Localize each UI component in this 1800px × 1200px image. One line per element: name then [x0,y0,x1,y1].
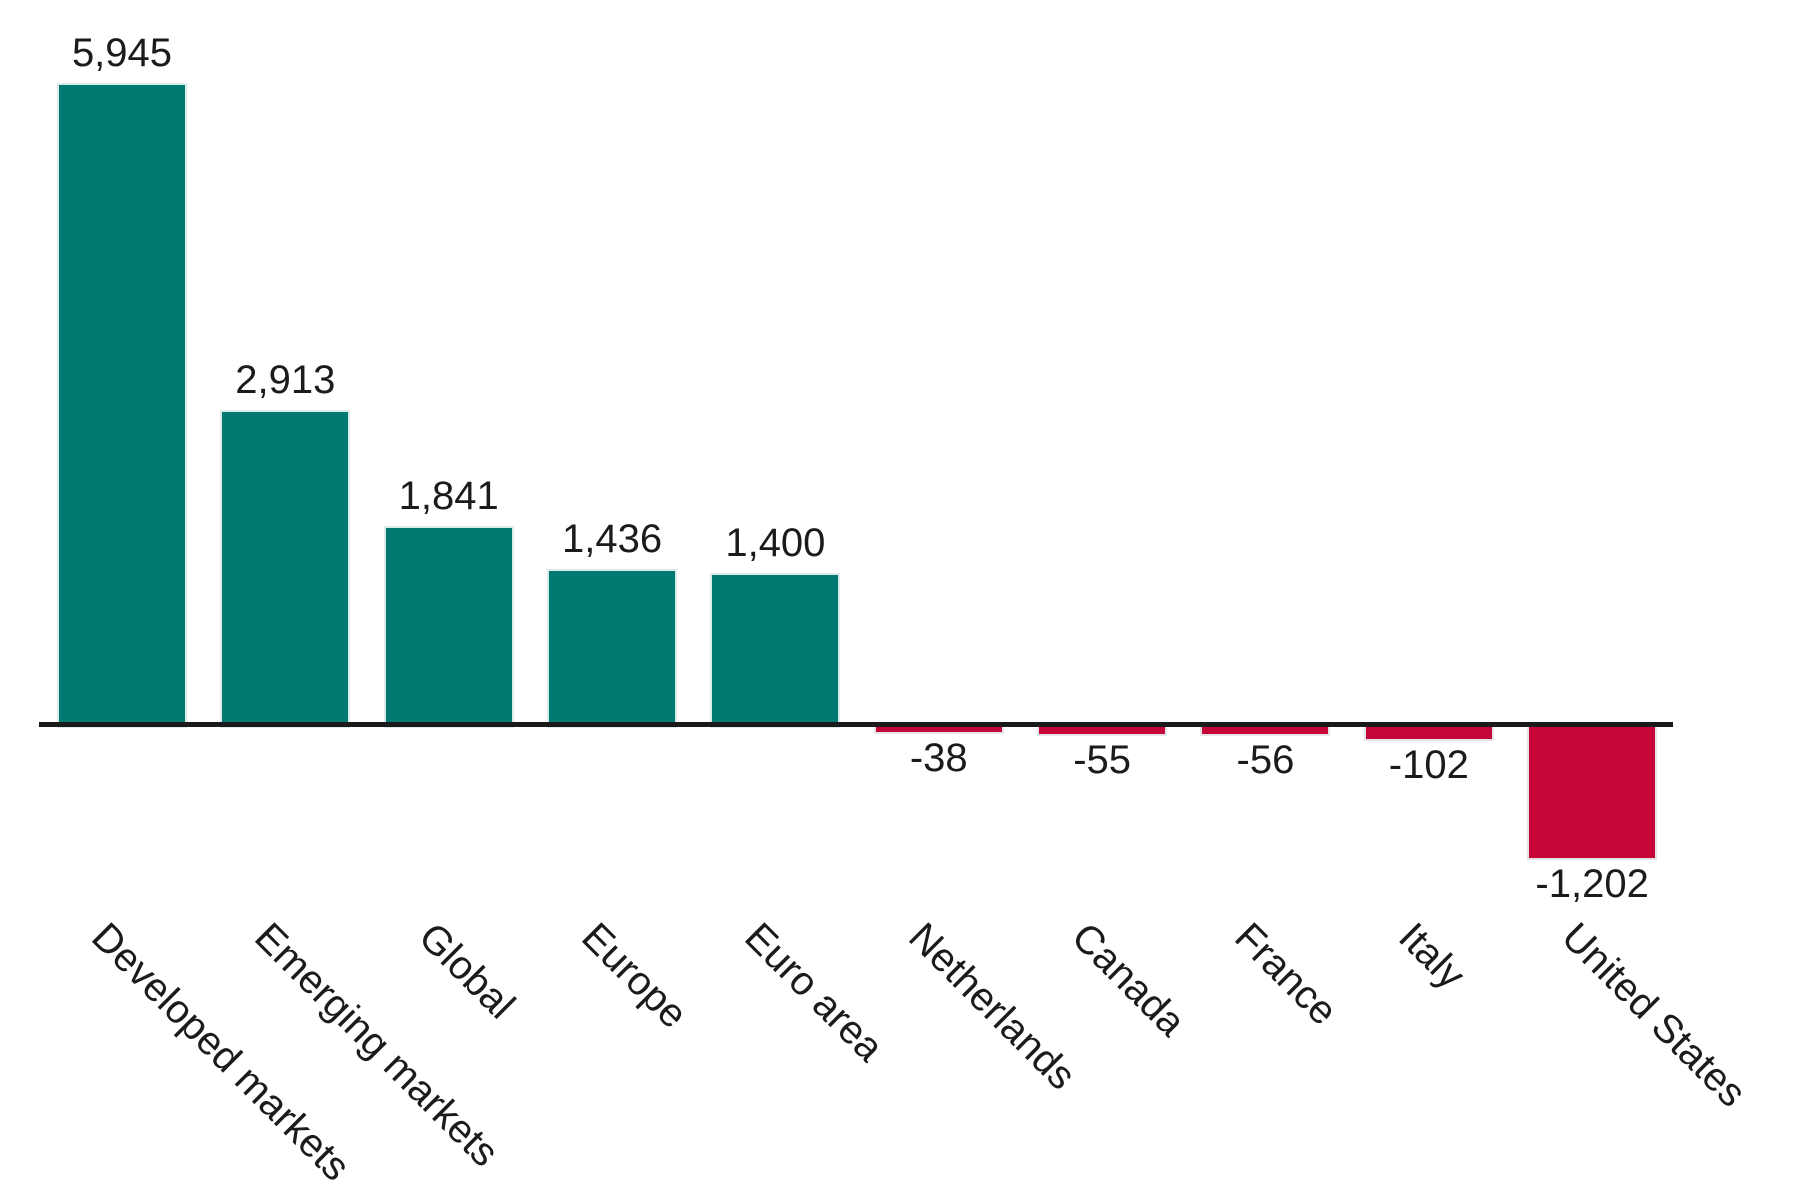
bar-developed-markets [57,83,187,728]
value-label-united-states: -1,202 [1535,861,1649,906]
bar-europe [547,569,678,728]
value-label-emerging-markets: 2,913 [235,357,336,402]
category-label-united-states: United States [1553,914,1755,1116]
category-label-canada: Canada [1063,914,1194,1045]
category-label-global: Global [409,914,523,1028]
bar-italy [1363,725,1494,741]
bar-global [383,525,514,728]
value-label-euro-area: 1,400 [725,521,826,566]
value-label-canada: -55 [1073,737,1131,782]
value-label-global: 1,841 [398,473,499,518]
bar-united-states [1527,725,1658,860]
category-label-france: France [1226,914,1346,1034]
category-label-italy: Italy [1390,914,1474,998]
x-axis-zero-line [39,722,1673,727]
value-label-europe: 1,436 [561,517,663,562]
category-label-euro-area: Euro area [736,914,893,1070]
value-label-developed-markets: 5,945 [71,31,173,75]
bar-emerging-markets [220,409,351,728]
value-label-netherlands: -38 [909,736,968,781]
category-label-netherlands: Netherlands [900,914,1084,1099]
bar-euro-area [710,573,841,728]
value-label-italy: -102 [1388,742,1469,787]
value-label-france: -56 [1236,738,1295,783]
category-label-europe: Europe [573,914,696,1037]
